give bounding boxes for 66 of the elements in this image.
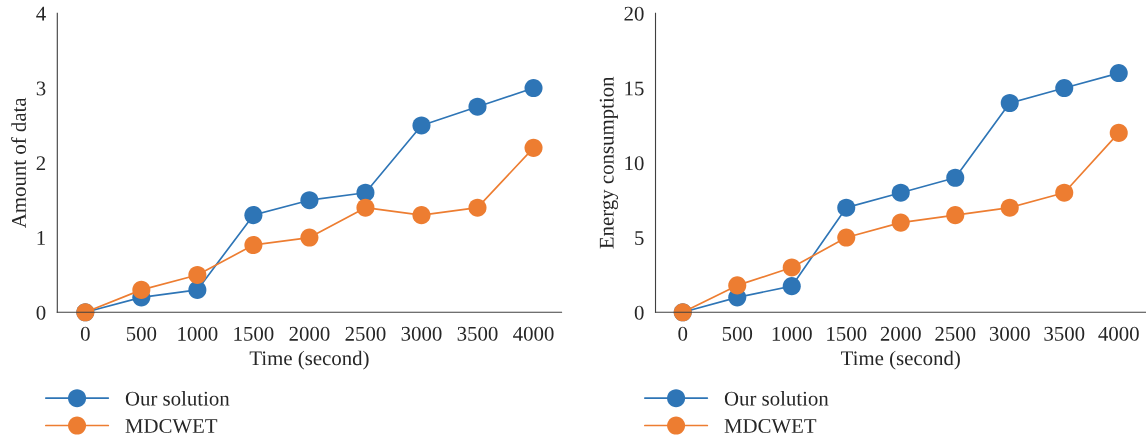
y-axis-title: Amount of data xyxy=(11,97,26,228)
legend-label: Our solution xyxy=(125,391,230,406)
x-tick-label: 3500 xyxy=(457,326,498,341)
point xyxy=(356,198,375,217)
point xyxy=(412,116,431,135)
x-tick-label: 2500 xyxy=(345,326,386,341)
y-axis-title: Energy consumption xyxy=(599,76,619,249)
legend-label: MDCWET xyxy=(125,419,218,434)
x-tick-label: 500 xyxy=(722,326,753,341)
point xyxy=(1000,93,1019,113)
point xyxy=(1109,64,1128,83)
point xyxy=(524,138,543,157)
point xyxy=(1055,183,1074,202)
point xyxy=(468,198,487,217)
point xyxy=(244,206,263,225)
x-tick-label: 2000 xyxy=(289,326,330,341)
point xyxy=(300,228,319,247)
x-tick-label: 3500 xyxy=(1044,326,1085,341)
x-tick-label: 3000 xyxy=(401,326,442,341)
point xyxy=(244,236,263,255)
point xyxy=(188,265,207,284)
y-tick-label: 10 xyxy=(625,156,644,171)
y-tick-label: 0 xyxy=(634,305,644,320)
point xyxy=(132,280,151,299)
point xyxy=(468,97,487,116)
point xyxy=(728,276,747,295)
legend-label: MDCWET xyxy=(724,419,817,434)
x-tick-label: 1500 xyxy=(234,326,274,341)
point xyxy=(782,277,801,296)
x-tick-label: 2000 xyxy=(880,326,921,341)
x-tick-label: 0 xyxy=(678,326,688,341)
point xyxy=(524,79,543,98)
y-tick-label: 4 xyxy=(36,6,46,21)
y-tick-label: 5 xyxy=(635,231,644,245)
y-tick-label: 20 xyxy=(624,6,644,21)
x-tick-label: 1000 xyxy=(178,326,218,341)
point xyxy=(782,258,801,277)
y-tick-label: 15 xyxy=(625,81,644,96)
x-tick-label: 4000 xyxy=(1098,326,1139,341)
point xyxy=(1109,123,1128,142)
point xyxy=(837,198,856,217)
y-tick-label: 0 xyxy=(36,305,46,320)
point xyxy=(946,206,965,225)
point xyxy=(188,280,207,299)
y-tick-label: 1 xyxy=(37,231,45,245)
x-axis-title: Time (second) xyxy=(249,350,369,370)
x-tick-label: 1000 xyxy=(772,326,812,341)
point xyxy=(412,206,431,225)
x-tick-label: 2500 xyxy=(935,326,976,341)
point xyxy=(891,213,910,232)
y-tick-label: 3 xyxy=(36,81,46,96)
x-tick-label: 500 xyxy=(126,326,157,341)
point xyxy=(356,183,375,202)
point xyxy=(891,183,910,202)
point xyxy=(300,191,319,210)
legend-label: Our solution xyxy=(724,391,829,406)
point xyxy=(946,168,965,187)
y-tick-label: 2 xyxy=(36,156,46,171)
point xyxy=(1055,79,1074,98)
x-tick-label: 1500 xyxy=(827,326,867,341)
x-tick-label: 0 xyxy=(80,326,90,341)
x-tick-label: 3000 xyxy=(989,326,1030,341)
x-tick-label: 4000 xyxy=(513,326,554,341)
x-axis-title: Time (second) xyxy=(841,350,960,370)
point xyxy=(837,228,856,247)
point xyxy=(1000,198,1019,217)
